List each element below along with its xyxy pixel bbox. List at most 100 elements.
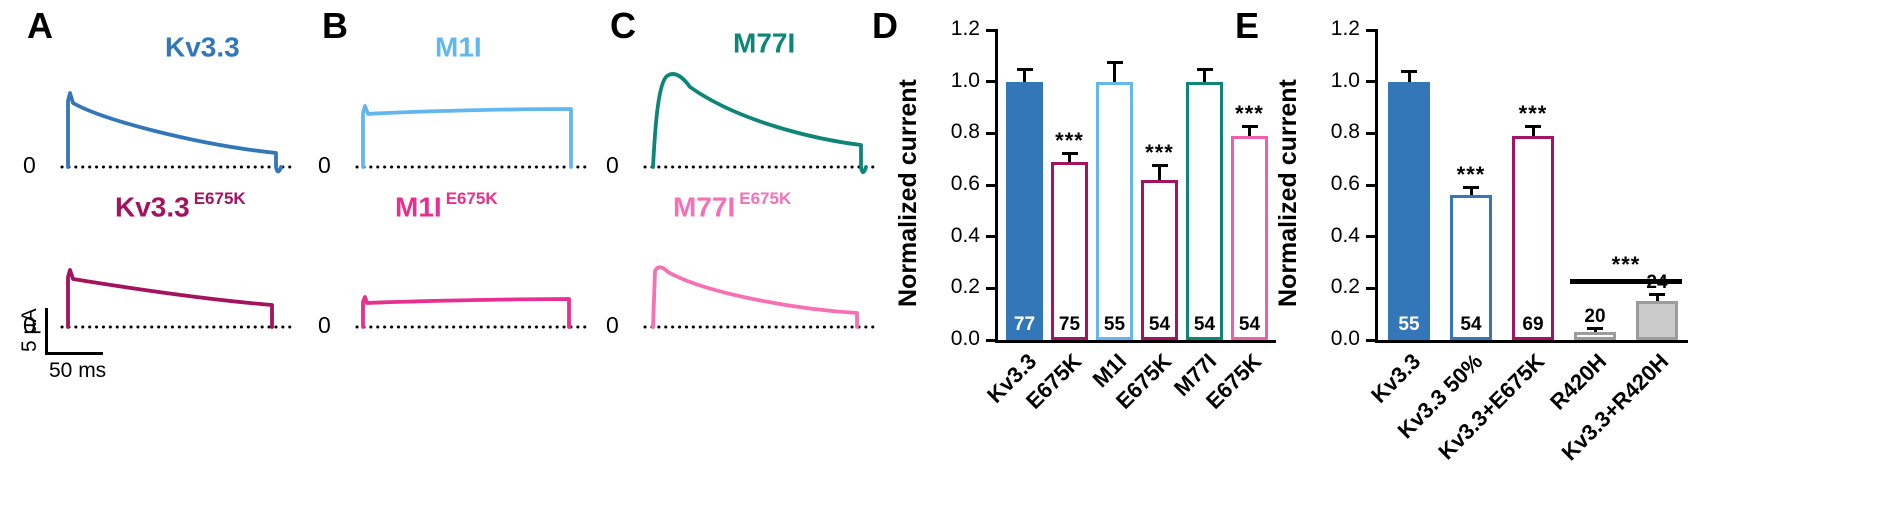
y-tick-label: 0.2	[1330, 275, 1360, 299]
error-bar-cap	[1241, 125, 1258, 129]
n-label: 54	[1460, 314, 1482, 335]
scale-bar-horizontal	[45, 352, 103, 355]
current-trace-m1i	[361, 104, 573, 169]
error-bar-cap	[1016, 68, 1033, 72]
error-bar	[1023, 71, 1026, 82]
y-tick-label: 1.0	[950, 68, 980, 92]
bar-chart-d: Normalized current 0.0 0.2 0.4 0.6 0.8 1.0 1.2 7…	[894, 18, 1276, 414]
zero-label: 0	[606, 152, 619, 178]
y-tick-label: 0.2	[950, 275, 980, 299]
error-bar-cap	[1061, 152, 1078, 156]
panel-b-letter: B	[322, 5, 348, 46]
zero-label: 0	[318, 312, 331, 338]
scale-bar-vertical	[45, 308, 48, 354]
current-trace-m77i	[651, 72, 868, 175]
n-label: 69	[1522, 314, 1544, 335]
y-tick-label: 1.2	[950, 17, 980, 40]
scale-label-current: 5 µA	[18, 308, 41, 352]
y-tick	[986, 286, 998, 290]
y-axis-label: Normalized current	[1274, 79, 1302, 307]
trace-label-m1i-e675k: M1I E675K	[395, 189, 498, 223]
zero-label: 0	[318, 152, 331, 178]
bar-E675K	[1051, 161, 1088, 340]
trace-plot-m1i-e675k	[355, 295, 587, 329]
y-axis-label: Normalized current	[894, 79, 922, 307]
trace-plot-m77i-e675k	[643, 265, 875, 329]
n-label: 54	[1238, 314, 1261, 335]
y-tick-label: 0.0	[950, 327, 980, 350]
n-label: 20	[1584, 305, 1606, 327]
zero-label: 0	[23, 312, 36, 338]
trace-name: M1I	[395, 191, 442, 223]
y-tick	[986, 183, 998, 187]
y-tick-label: 0.8	[950, 120, 980, 144]
trace-label-m77i-e675k: M77I E675K	[673, 190, 791, 223]
bar-Kv3.3+E675K	[1512, 135, 1554, 340]
y-tick-label: 0.8	[1330, 120, 1360, 144]
n-label: 55	[1398, 314, 1420, 335]
y-tick	[986, 338, 998, 342]
significance-stars: ***	[1145, 139, 1174, 165]
bar-E675K	[1231, 135, 1268, 340]
significance-stars: ***	[1456, 161, 1486, 187]
bar-Kv3.3+R420H	[1636, 301, 1678, 340]
panel-d-letter: D	[872, 5, 898, 46]
trace-label-m77i: M77I	[733, 28, 799, 57]
y-tick	[1366, 131, 1378, 135]
trace-label-kv33-e675k: Kv3.3 E675K	[115, 189, 246, 223]
error-bar-cap	[1106, 60, 1123, 64]
trace-name: M1I	[435, 31, 482, 63]
scale-label-time: 50 ms	[49, 359, 107, 382]
y-tick	[1366, 28, 1378, 32]
panel-c-letter: C	[610, 5, 636, 46]
trace-plot-m1i	[355, 104, 587, 169]
y-tick-label: 0.4	[950, 223, 980, 247]
y-tick-label: 1.2	[1330, 17, 1360, 40]
y-tick	[986, 131, 998, 135]
error-bar	[1248, 128, 1251, 136]
trace-plot-m77i	[643, 72, 875, 175]
bar-Kv3.3	[1006, 81, 1043, 340]
significance-stars: ***	[1611, 252, 1641, 278]
n-label: 75	[1058, 314, 1081, 335]
significance-stars: ***	[1235, 101, 1264, 127]
error-bar-cap	[1525, 125, 1541, 129]
significance-stars: ***	[1055, 128, 1084, 154]
y-tick	[986, 235, 998, 239]
error-bar-cap	[1649, 293, 1665, 297]
trace-name: Kv3.3	[115, 191, 190, 223]
zero-label: 0	[23, 152, 36, 178]
current-trace-kv33	[66, 91, 283, 174]
y-tick-label: 0.6	[950, 172, 980, 195]
error-bar-cap	[1151, 163, 1168, 167]
trace-plot-kv33-e675k	[60, 268, 292, 329]
n-label: 54	[1193, 314, 1216, 335]
significance-stars: ***	[1518, 101, 1548, 127]
error-bar	[1158, 166, 1161, 180]
y-tick	[986, 80, 998, 84]
trace-name: M77I	[733, 27, 796, 59]
n-label: 54	[1148, 314, 1171, 335]
trace-sup: E675K	[445, 189, 498, 208]
current-trace-kv33-e675k	[66, 268, 274, 329]
bar-Kv3.3 50%	[1450, 195, 1492, 340]
current-trace-m1i-e675k	[361, 295, 571, 329]
trace-plot-kv33	[60, 91, 292, 174]
trace-label-kv33: Kv3.3	[165, 32, 244, 61]
bar-R420H	[1574, 332, 1616, 340]
y-tick	[1366, 338, 1378, 342]
error-bar-cap	[1463, 185, 1479, 189]
panel-a-letter: A	[27, 5, 53, 46]
zero-label: 0	[606, 312, 619, 338]
trace-sup: E675K	[193, 189, 246, 208]
current-trace-m77i-e675k	[651, 265, 859, 329]
error-bar-cap	[1196, 68, 1213, 72]
n-label: 77	[1013, 314, 1036, 335]
bar-M77I	[1186, 81, 1223, 340]
trace-name: Kv3.3	[165, 31, 240, 63]
error-bar	[1655, 296, 1659, 302]
bar-chart-e: Normalized current 0.0 0.2 0.4 0.6 0.8 1.0 1.2 5…	[1274, 18, 1688, 465]
trace-name: M77I	[673, 191, 736, 223]
sig-bracket	[1570, 279, 1682, 285]
y-tick-label: 1.0	[1330, 68, 1360, 92]
